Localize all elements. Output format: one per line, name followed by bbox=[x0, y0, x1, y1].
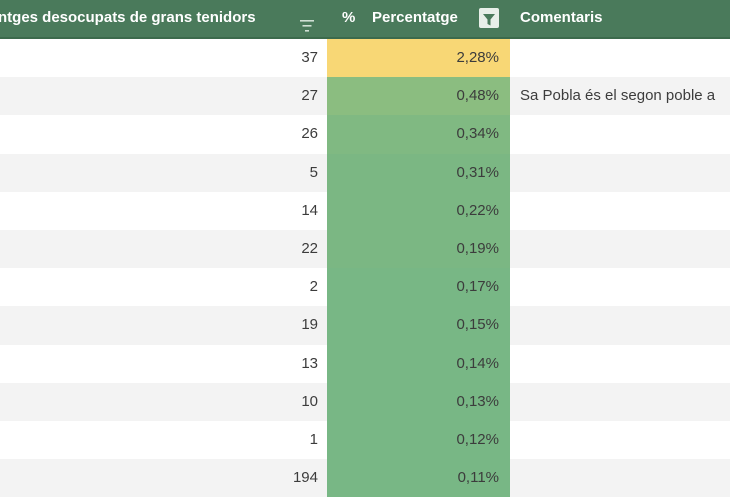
table-row[interactable]: 37 2,28% bbox=[0, 39, 730, 78]
cell-count[interactable]: 22 bbox=[301, 239, 318, 257]
column-header-comments[interactable]: Comentaris bbox=[520, 9, 603, 26]
table-row[interactable]: 26 0,34% bbox=[0, 115, 730, 154]
table-row[interactable]: 14 0,22% bbox=[0, 191, 730, 230]
cell-count[interactable]: 13 bbox=[301, 354, 318, 372]
cell-count[interactable]: 19 bbox=[301, 316, 318, 334]
table-row[interactable]: 27 0,48% Sa Pobla és el segon poble a bbox=[0, 77, 730, 116]
cell-count[interactable]: 26 bbox=[301, 125, 318, 143]
cell-percentage[interactable]: 0,48% bbox=[327, 77, 510, 116]
cell-percentage[interactable]: 0,34% bbox=[327, 115, 510, 154]
table-body: 37 2,28% 27 0,48% Sa Pobla és el segon poble… bbox=[0, 39, 730, 498]
column-header-houses[interactable]: ntges desocupats de grans tenidors bbox=[0, 9, 256, 26]
column-header-percentage[interactable]: Percentatge bbox=[372, 9, 458, 26]
cell-count[interactable]: 1 bbox=[309, 430, 318, 448]
cell-count[interactable]: 37 bbox=[301, 49, 318, 66]
table-row[interactable]: 10 0,13% bbox=[0, 382, 730, 421]
cell-percentage[interactable]: 0,11% bbox=[327, 459, 510, 498]
cell-count[interactable]: 10 bbox=[301, 392, 318, 410]
cell-count[interactable]: 27 bbox=[301, 87, 318, 105]
cell-percentage[interactable]: 2,28% bbox=[327, 39, 510, 78]
table-row[interactable]: 22 0,19% bbox=[0, 229, 730, 269]
cell-percentage[interactable]: 0,17% bbox=[327, 268, 510, 307]
table-row[interactable]: 194 0,11% bbox=[0, 459, 730, 498]
cell-count[interactable]: 2 bbox=[309, 278, 318, 296]
table-row[interactable]: 5 0,31% bbox=[0, 153, 730, 192]
cell-percentage[interactable]: 0,31% bbox=[327, 153, 510, 192]
funnel-filter-icon[interactable] bbox=[479, 8, 499, 28]
column-header-percent-symbol: % bbox=[342, 9, 356, 26]
table-header: ntges desocupats de grans tenidors % Per… bbox=[0, 0, 730, 39]
table-row[interactable]: 2 0,17% bbox=[0, 268, 730, 307]
sort-lines-icon[interactable] bbox=[299, 11, 315, 32]
cell-comment[interactable]: Sa Pobla és el segon poble a bbox=[520, 87, 716, 105]
cell-percentage[interactable]: 0,19% bbox=[327, 229, 510, 269]
table-row[interactable]: 1 0,12% bbox=[0, 420, 730, 460]
table-row[interactable]: 19 0,15% bbox=[0, 306, 730, 345]
cell-percentage[interactable]: 0,13% bbox=[327, 382, 510, 421]
cell-percentage[interactable]: 0,14% bbox=[327, 344, 510, 383]
cell-count[interactable]: 194 bbox=[292, 469, 318, 487]
cell-count[interactable]: 5 bbox=[309, 163, 318, 181]
cell-count[interactable]: 14 bbox=[301, 201, 318, 219]
cell-percentage[interactable]: 0,15% bbox=[327, 306, 510, 345]
cell-percentage[interactable]: 0,12% bbox=[327, 420, 510, 460]
table-row[interactable]: 13 0,14% bbox=[0, 344, 730, 383]
cell-percentage[interactable]: 0,22% bbox=[327, 191, 510, 230]
